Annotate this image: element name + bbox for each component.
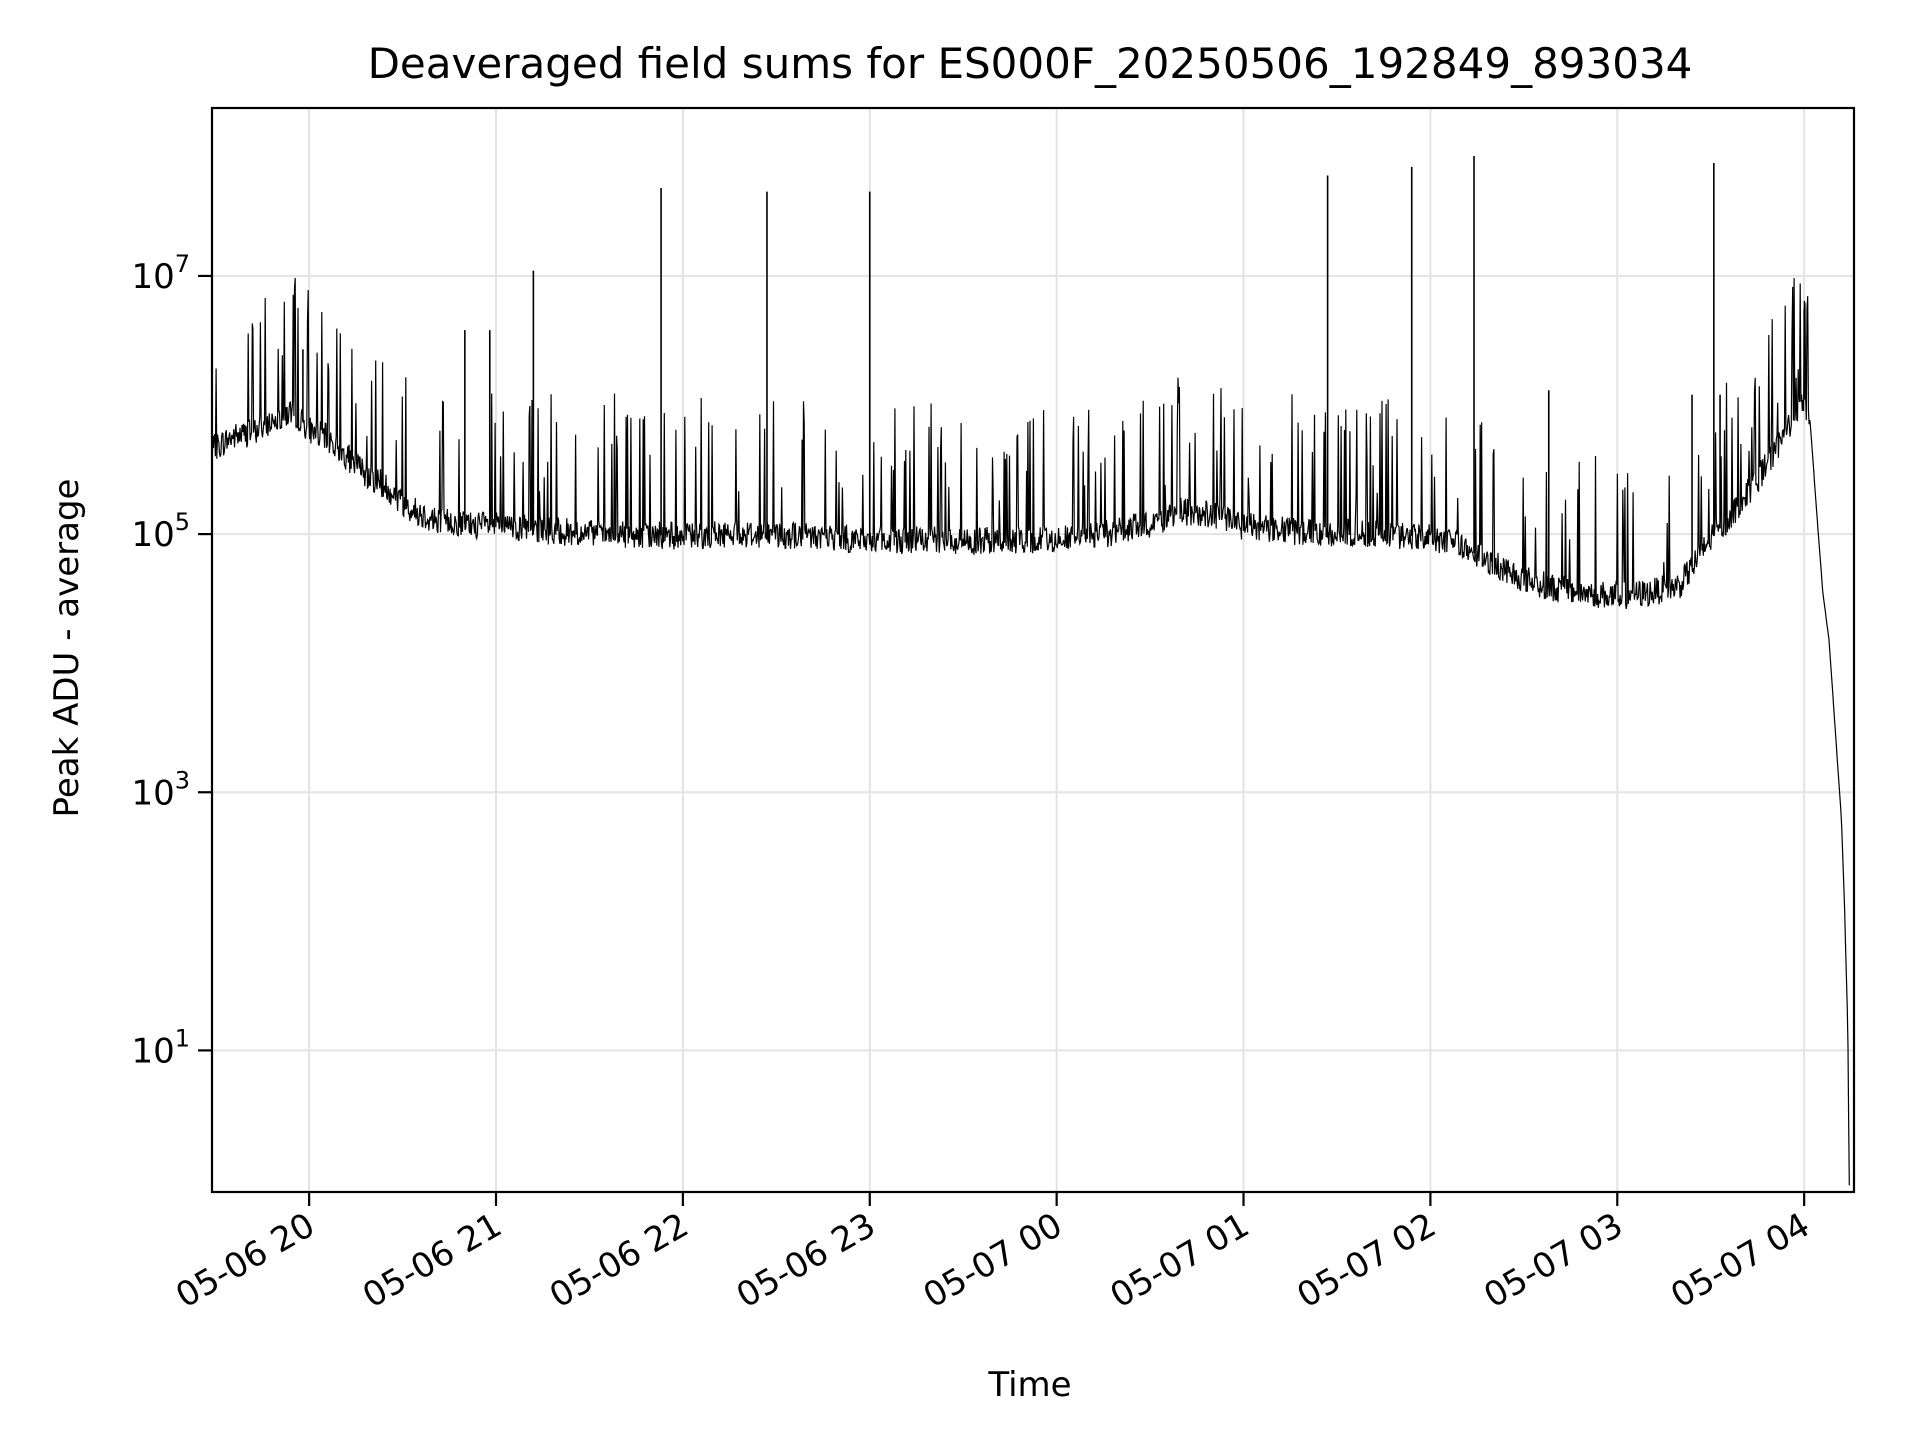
x-tick-label: 05-06 20 [169, 1205, 321, 1316]
x-axis: 05-06 20 05-06 21 05-06 22 05-06 23 05-07 00… [169, 1192, 1817, 1316]
y-tick-label: 103 [131, 766, 190, 813]
y-tick-label: 105 [131, 508, 190, 555]
series-line [211, 277, 1850, 1186]
y-tick-label: 101 [131, 1024, 190, 1071]
x-tick-label: 05-07 04 [1664, 1205, 1816, 1316]
y-axis: 101 103 105 107 [131, 250, 212, 1071]
spike-layer [302, 155, 1805, 587]
x-tick-label: 05-07 00 [917, 1205, 1069, 1316]
x-tick-label: 05-06 23 [730, 1205, 882, 1316]
x-tick-label: 05-07 02 [1291, 1205, 1443, 1316]
y-tick-label: 107 [131, 250, 190, 297]
y-axis-label: Peak ADU - average [47, 479, 87, 818]
x-tick-label: 05-07 03 [1477, 1205, 1629, 1316]
plot-frame [210, 106, 1856, 1194]
x-tick-label: 05-07 01 [1104, 1205, 1256, 1316]
chart-title: Deaveraged field sums for ES000F_2025050… [368, 39, 1693, 88]
plot-area [211, 155, 1850, 1186]
x-tick-label: 05-06 21 [356, 1205, 508, 1316]
x-axis-label: Time [987, 1365, 1071, 1405]
x-tick-label: 05-06 22 [543, 1205, 695, 1316]
grid [212, 108, 1854, 1192]
